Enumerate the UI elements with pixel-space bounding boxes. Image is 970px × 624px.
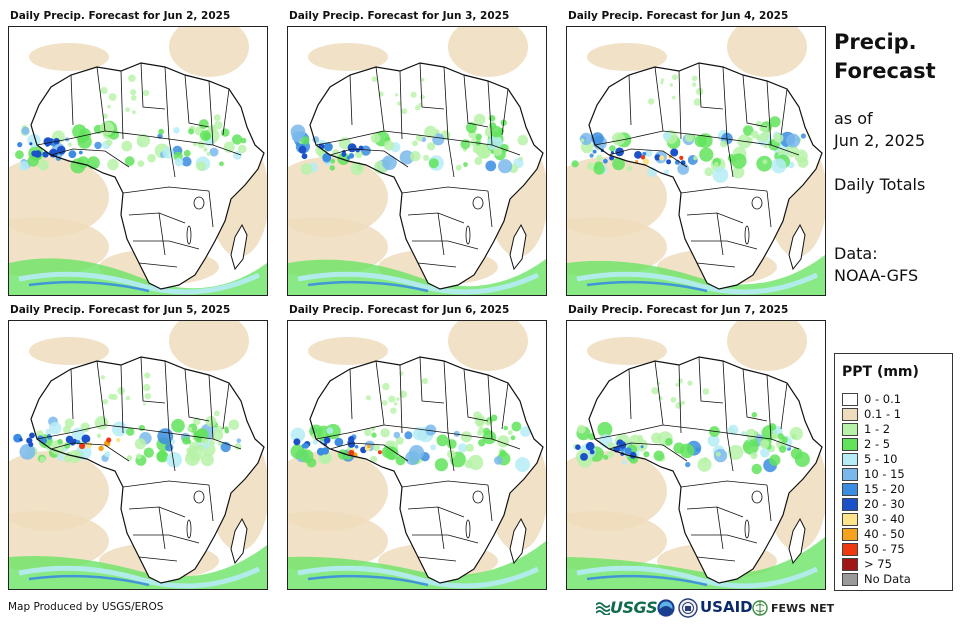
africa-precip-map	[566, 26, 826, 296]
legend-swatch	[842, 558, 858, 571]
map-canvas	[9, 27, 267, 295]
legend-label: 0 - 0.1	[864, 392, 902, 406]
usgs-text: USGS	[610, 598, 658, 617]
usgs-wave-icon	[596, 602, 610, 615]
panel-title: Daily Precip. Forecast for Jun 4, 2025	[568, 10, 789, 22]
legend-label: 30 - 40	[864, 512, 905, 526]
legend-swatch	[842, 453, 858, 466]
legend-swatch	[842, 438, 858, 451]
legend-swatch	[842, 573, 858, 586]
side-title-line2: Forecast	[834, 59, 936, 83]
legend-title: PPT (mm)	[842, 364, 919, 380]
side-title: Precip. Forecast	[834, 28, 936, 86]
legend-label: 0.1 - 1	[864, 407, 902, 421]
noaa-icon	[656, 598, 676, 618]
panel-title: Daily Precip. Forecast for Jun 2, 2025	[10, 10, 231, 22]
map-canvas	[288, 321, 546, 589]
legend-swatch	[842, 498, 858, 511]
data-source-value: NOAA-GFS	[834, 266, 919, 285]
africa-precip-map	[8, 320, 268, 590]
legend-swatch	[842, 528, 858, 541]
globe-icon	[752, 600, 768, 616]
africa-precip-map	[8, 26, 268, 296]
legend-swatch	[842, 468, 858, 481]
legend-label: No Data	[864, 572, 911, 586]
panel-title: Daily Precip. Forecast for Jun 5, 2025	[10, 304, 231, 316]
legend-label: 2 - 5	[864, 437, 891, 451]
legend-label: 10 - 15	[864, 467, 905, 481]
legend-label: 40 - 50	[864, 527, 905, 541]
legend-swatch	[842, 513, 858, 526]
legend-label: 50 - 75	[864, 542, 905, 556]
legend-label: 20 - 30	[864, 497, 905, 511]
panel-title: Daily Precip. Forecast for Jun 7, 2025	[568, 304, 789, 316]
africa-precip-map	[287, 26, 547, 296]
noaa-logo	[656, 596, 676, 620]
as-of-date: as of Jun 2, 2025	[834, 108, 925, 152]
legend-label: 5 - 10	[864, 452, 898, 466]
map-canvas	[567, 321, 825, 589]
legend-swatch	[842, 543, 858, 556]
fews-net-logo: FEWS NET	[752, 596, 834, 620]
daily-totals-label: Daily Totals	[834, 175, 926, 194]
legend-label: 1 - 2	[864, 422, 891, 436]
seal-icon	[678, 598, 698, 618]
usgs-logo: USGS	[596, 596, 658, 620]
map-canvas	[567, 27, 825, 295]
as-of-label: as of	[834, 109, 873, 128]
panel-title: Daily Precip. Forecast for Jun 3, 2025	[289, 10, 510, 22]
map-canvas	[9, 321, 267, 589]
usaid-text: USAID	[700, 598, 753, 616]
data-source: Data: NOAA-GFS	[834, 243, 918, 287]
legend-swatch	[842, 423, 858, 436]
map-credit: Map Produced by USGS/EROS	[8, 601, 164, 613]
dos-seal	[678, 596, 698, 620]
legend-swatch	[842, 408, 858, 421]
map-canvas	[288, 27, 546, 295]
legend-label: > 75	[864, 557, 892, 571]
legend-label: 15 - 20	[864, 482, 905, 496]
side-title-line1: Precip.	[834, 30, 917, 54]
legend-swatch	[842, 483, 858, 496]
usaid-logo: USAID	[700, 596, 753, 620]
africa-precip-map	[566, 320, 826, 590]
as-of-value: Jun 2, 2025	[834, 131, 926, 150]
africa-precip-map	[287, 320, 547, 590]
data-source-label: Data:	[834, 244, 878, 263]
panel-title: Daily Precip. Forecast for Jun 6, 2025	[289, 304, 510, 316]
fews-net-text: FEWS NET	[771, 602, 835, 615]
agency-logos: USGS USAID FEWS NET	[596, 596, 834, 620]
legend-swatch	[842, 393, 858, 406]
